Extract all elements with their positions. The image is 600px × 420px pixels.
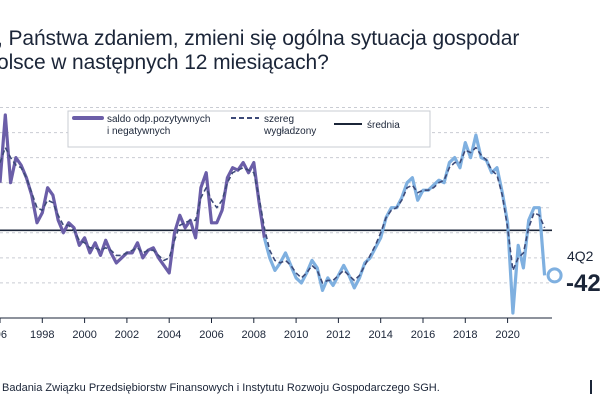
x-tick-label-2008: 2008 — [242, 329, 266, 341]
x-tick-label-96: 96 — [0, 329, 7, 341]
legend-label-smoothed-2: wygładzony — [263, 126, 316, 137]
corner-mark — [590, 380, 592, 394]
x-tick-label-2004: 2004 — [157, 329, 181, 341]
x-tick-label-2000: 2000 — [72, 329, 96, 341]
x-tick-label-2020: 2020 — [495, 329, 519, 341]
x-tick-label-2010: 2010 — [284, 329, 308, 341]
x-tick-label-2002: 2002 — [115, 329, 139, 341]
x-tick-label-1998: 1998 — [30, 329, 54, 341]
x-tick-label-2012: 2012 — [326, 329, 350, 341]
latest-value-label: -42 — [566, 270, 600, 297]
series-smoothed — [0, 146, 546, 284]
legend-label-saldo-1: saldo odp.pozytywnych — [107, 114, 210, 125]
source-note: Badania Związku Przedsiębiorstw Finansow… — [2, 382, 440, 394]
x-tick-label-2006: 2006 — [199, 329, 223, 341]
x-tick-label-2014: 2014 — [368, 329, 392, 341]
title-line-2: olsce w następnych 12 miesiącach? — [0, 51, 329, 74]
legend-label-smoothed-1: szereg — [264, 114, 294, 125]
x-tick-label-2016: 2016 — [411, 329, 435, 341]
series-saldo-late — [262, 133, 547, 315]
chart-title: , Państwa zdaniem, zmieni się ogólna syt… — [0, 27, 600, 75]
latest-value-marker — [546, 267, 563, 284]
series-lines — [0, 113, 552, 315]
x-tick-label-2018: 2018 — [453, 329, 477, 341]
legend-label-saldo-2: i negatywnych — [107, 126, 170, 137]
legend: saldo odp.pozytywnych i negatywnych szer… — [67, 110, 431, 148]
grid-lines — [0, 107, 552, 284]
title-line-1: , Państwa zdaniem, zmieni się ogólna syt… — [0, 27, 520, 50]
latest-period-label: 4Q2 — [567, 248, 594, 264]
x-axis: 96 1998 2000 2002 2004 2006 2008 2010 2012 2014 20… — [0, 317, 552, 341]
legend-label-mean: średnia — [367, 120, 400, 131]
series-saldo-early — [0, 113, 266, 275]
